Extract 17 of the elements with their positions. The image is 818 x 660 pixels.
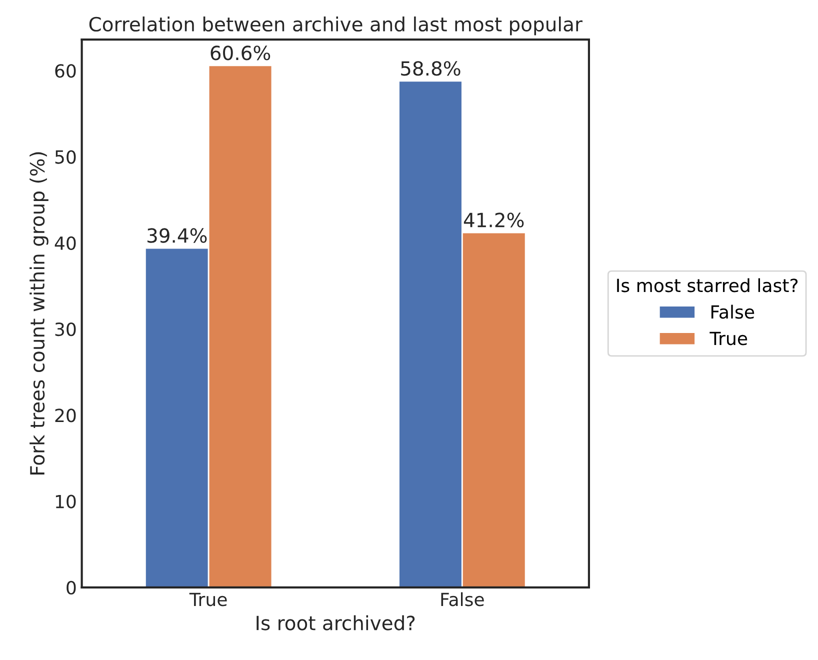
data-label: 39.4% [147, 228, 207, 243]
y-tick-label: 30 [55, 322, 76, 336]
y-tick-label: 60 [55, 64, 76, 78]
y-tick-label: 20 [55, 408, 76, 422]
data-label: 58.8% [401, 61, 460, 76]
data-label: 60.6% [210, 46, 270, 60]
y-tick-label: 40 [54, 236, 76, 250]
legend-label: True [710, 332, 748, 346]
y-tick-label: 10 [56, 494, 76, 508]
chart-title: Correlation between archive and last most popular [89, 16, 582, 36]
legend-label: False [711, 304, 754, 319]
y-tick-label: 0 [66, 580, 76, 595]
y-tick-label: 50 [55, 150, 76, 164]
x-axis-title: Is root archived? [256, 615, 415, 630]
legend-title: Is most starred last? [617, 278, 798, 292]
data-label: 41.2% [464, 212, 524, 228]
y-axis-title: Fork trees count within group (%) [30, 152, 48, 474]
